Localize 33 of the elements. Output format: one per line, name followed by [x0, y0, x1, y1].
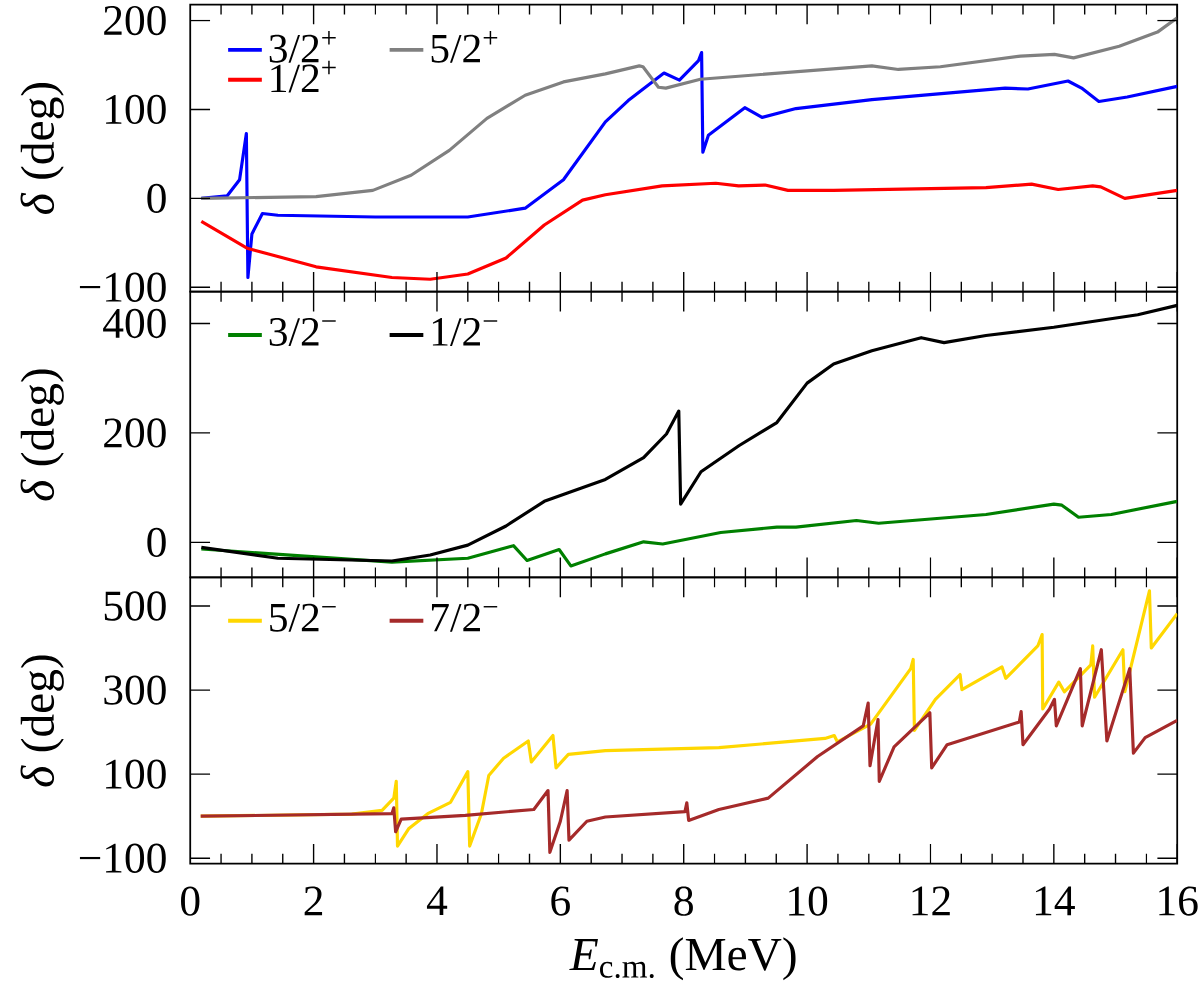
line-series	[199, 181, 1178, 281]
legend-label: 5/2$^{+}$	[431, 30, 498, 63]
y-tick-label: 200	[104, 5, 166, 36]
y-axis-title: δ (deg)	[20, 369, 64, 501]
y-axis-title: δ (deg)	[20, 82, 64, 214]
y-tick-label: 200	[104, 418, 166, 448]
x-axis-title: E$_{c.m.}$ (MeV)	[569, 937, 796, 981]
x-tick-label: 2	[304, 886, 323, 916]
legend-label: 3/2$^{−}$	[269, 318, 336, 346]
y-tick-label: 0	[147, 527, 166, 558]
x-tick-label: 14	[1035, 886, 1075, 916]
legend-label: 1/2$^{−}$	[432, 318, 498, 346]
x-tick-label: 12	[912, 886, 950, 916]
y-tick-label: 0	[147, 183, 166, 214]
line-series	[199, 499, 1178, 568]
line-series	[199, 648, 1178, 854]
legend-label: 7/2$^{−}$	[431, 603, 498, 632]
x-tick-label: 4	[426, 886, 448, 916]
y-tick-label: −100	[79, 843, 166, 873]
y-tick-label: 300	[104, 675, 166, 705]
line-series	[199, 16, 1178, 200]
x-tick-label: 10	[789, 886, 828, 916]
y-tick-label: 100	[106, 94, 166, 125]
y-tick-label: 400	[103, 308, 166, 339]
x-tick-label: 16	[1159, 886, 1198, 916]
legend-label: 5/2$^{−}$	[270, 603, 336, 632]
y-tick-label: 100	[106, 759, 166, 789]
y-tick-label: −100	[79, 272, 166, 302]
y-tick-label: 500	[104, 591, 166, 621]
x-tick-label: 6	[551, 886, 570, 916]
y-axis-title: δ (deg)	[20, 655, 64, 787]
x-tick-label: 8	[674, 886, 693, 916]
x-tick-label: 0	[181, 886, 200, 916]
